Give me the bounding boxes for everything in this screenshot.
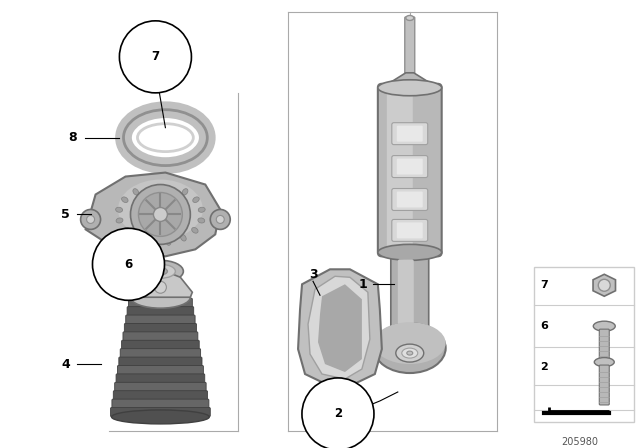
Polygon shape (382, 73, 438, 88)
Ellipse shape (182, 189, 188, 195)
Ellipse shape (180, 235, 186, 241)
Circle shape (598, 279, 611, 291)
Ellipse shape (407, 351, 413, 355)
Circle shape (211, 210, 230, 229)
Ellipse shape (198, 207, 205, 212)
FancyBboxPatch shape (387, 90, 413, 250)
Ellipse shape (378, 80, 442, 96)
Ellipse shape (131, 286, 190, 308)
Ellipse shape (150, 238, 155, 246)
FancyBboxPatch shape (398, 259, 413, 327)
Polygon shape (318, 284, 362, 372)
Ellipse shape (154, 268, 168, 275)
Ellipse shape (123, 228, 129, 233)
Polygon shape (308, 276, 370, 379)
Circle shape (138, 193, 182, 237)
Ellipse shape (595, 358, 614, 366)
Ellipse shape (374, 323, 445, 373)
FancyBboxPatch shape (112, 399, 209, 408)
Polygon shape (593, 274, 616, 296)
FancyBboxPatch shape (125, 315, 195, 324)
FancyBboxPatch shape (392, 220, 428, 241)
Ellipse shape (166, 238, 171, 246)
FancyBboxPatch shape (378, 84, 442, 256)
FancyBboxPatch shape (111, 408, 211, 417)
Text: 2: 2 (334, 407, 342, 420)
Circle shape (81, 210, 100, 229)
FancyBboxPatch shape (599, 329, 609, 361)
FancyBboxPatch shape (404, 17, 415, 74)
FancyBboxPatch shape (115, 382, 206, 392)
FancyBboxPatch shape (392, 189, 428, 211)
FancyBboxPatch shape (113, 391, 207, 400)
Polygon shape (298, 269, 382, 386)
Ellipse shape (406, 16, 413, 21)
FancyBboxPatch shape (123, 332, 198, 341)
Ellipse shape (374, 322, 445, 364)
FancyBboxPatch shape (391, 255, 429, 331)
Ellipse shape (133, 189, 139, 195)
Polygon shape (86, 172, 220, 256)
Text: 4: 4 (61, 358, 70, 370)
FancyBboxPatch shape (120, 349, 200, 358)
Text: 6: 6 (541, 321, 548, 331)
Circle shape (216, 215, 224, 224)
Ellipse shape (378, 244, 442, 260)
Text: 1: 1 (358, 278, 367, 291)
FancyBboxPatch shape (124, 323, 196, 332)
Circle shape (86, 215, 95, 224)
Text: 3: 3 (308, 268, 317, 281)
Text: 7: 7 (541, 280, 548, 290)
FancyBboxPatch shape (397, 222, 423, 238)
Ellipse shape (134, 235, 140, 241)
Text: 6: 6 (124, 258, 132, 271)
Ellipse shape (198, 218, 205, 223)
Text: 5: 5 (61, 208, 70, 221)
FancyBboxPatch shape (397, 191, 423, 207)
FancyBboxPatch shape (397, 126, 423, 142)
Text: 8: 8 (68, 131, 77, 144)
FancyBboxPatch shape (118, 366, 204, 375)
Ellipse shape (192, 228, 198, 233)
FancyBboxPatch shape (392, 155, 428, 177)
Ellipse shape (402, 348, 418, 358)
Ellipse shape (593, 321, 615, 331)
FancyBboxPatch shape (122, 340, 199, 349)
Circle shape (131, 185, 190, 244)
Ellipse shape (138, 260, 183, 282)
FancyBboxPatch shape (127, 306, 194, 316)
Ellipse shape (396, 344, 424, 362)
FancyBboxPatch shape (119, 357, 202, 366)
FancyBboxPatch shape (534, 267, 634, 422)
Ellipse shape (116, 207, 123, 212)
Text: 2: 2 (541, 362, 548, 372)
Polygon shape (129, 269, 193, 297)
FancyBboxPatch shape (392, 123, 428, 145)
Ellipse shape (118, 180, 203, 239)
Text: 205980: 205980 (561, 437, 598, 447)
FancyBboxPatch shape (116, 374, 205, 383)
Circle shape (154, 207, 168, 221)
FancyBboxPatch shape (397, 159, 423, 175)
FancyBboxPatch shape (599, 365, 609, 405)
Ellipse shape (116, 218, 123, 223)
Ellipse shape (193, 197, 199, 202)
Ellipse shape (145, 264, 175, 278)
Circle shape (154, 281, 166, 293)
Ellipse shape (111, 410, 209, 424)
FancyBboxPatch shape (129, 298, 193, 307)
Text: 7: 7 (152, 50, 159, 63)
Ellipse shape (122, 197, 128, 202)
